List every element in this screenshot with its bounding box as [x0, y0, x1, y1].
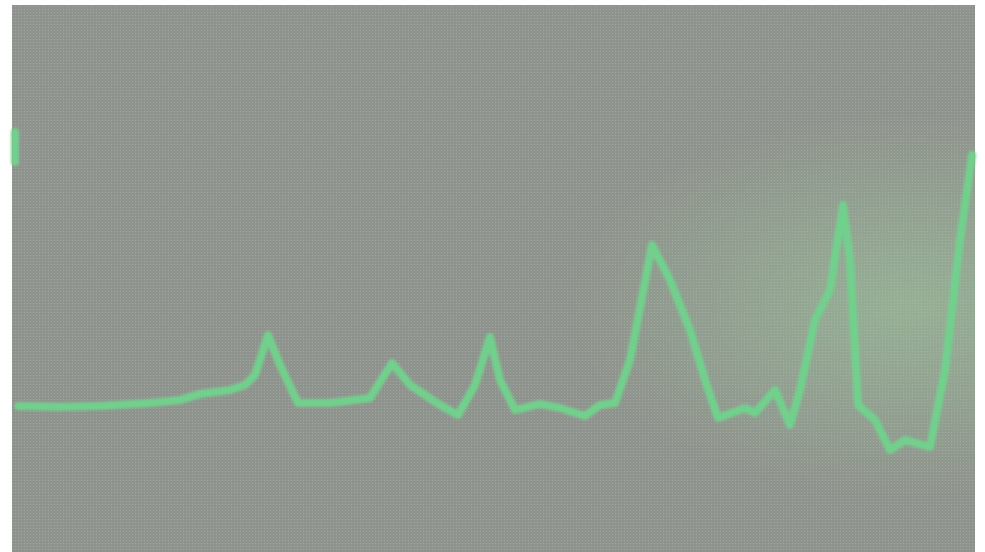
screen-glow — [12, 5, 975, 552]
signal-trace — [14, 151, 976, 454]
